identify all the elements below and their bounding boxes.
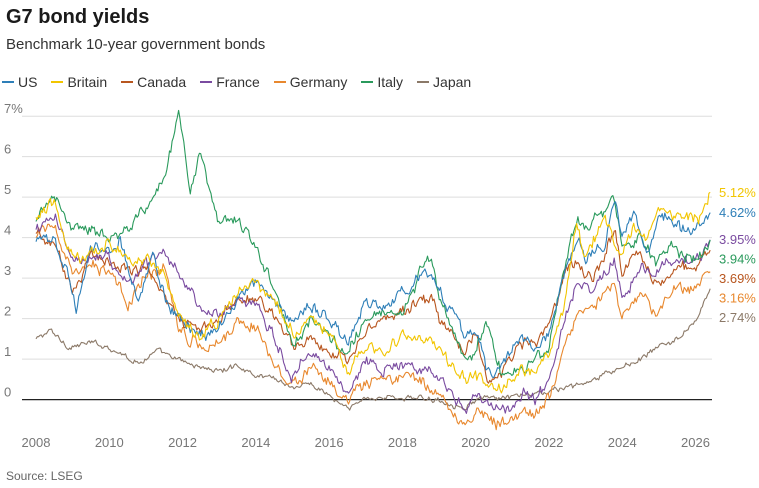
series-line-france bbox=[35, 213, 711, 414]
x-tick-label: 2024 bbox=[608, 435, 637, 450]
end-label-britain: 5.12% bbox=[719, 185, 756, 200]
legend-label: Canada bbox=[137, 74, 187, 90]
legend-item-japan: Japan bbox=[417, 74, 471, 90]
series-line-japan bbox=[35, 288, 711, 411]
chart-title: G7 bond yields bbox=[6, 6, 150, 28]
x-tick-label: 2020 bbox=[461, 435, 490, 450]
legend-swatch bbox=[121, 81, 134, 83]
legend-item-germany: Germany bbox=[273, 74, 348, 90]
end-label-italy: 3.94% bbox=[719, 252, 756, 267]
y-tick-label: 7% bbox=[4, 101, 23, 116]
y-tick-label: 5 bbox=[4, 182, 11, 197]
y-tick-label: 3 bbox=[4, 263, 11, 278]
y-tick-label: 4 bbox=[4, 223, 11, 238]
gridlines bbox=[22, 115, 712, 401]
y-tick-label: 2 bbox=[4, 304, 11, 319]
series-line-us bbox=[35, 201, 711, 379]
y-tick-label: 0 bbox=[4, 385, 11, 400]
end-label-germany: 3.16% bbox=[719, 291, 756, 306]
legend-item-britain: Britain bbox=[51, 74, 107, 90]
end-label-canada: 3.69% bbox=[719, 271, 756, 286]
y-tick-label: 6 bbox=[4, 142, 11, 157]
legend-item-canada: Canada bbox=[121, 74, 186, 90]
end-label-us: 4.62% bbox=[719, 205, 756, 220]
legend-swatch bbox=[417, 81, 430, 83]
legend-swatch bbox=[2, 81, 14, 83]
series-lines bbox=[35, 109, 711, 431]
legend-swatch bbox=[200, 81, 213, 83]
end-label-japan: 2.74% bbox=[719, 310, 756, 325]
x-tick-label: 2022 bbox=[534, 435, 563, 450]
x-tick-label: 2018 bbox=[388, 435, 417, 450]
end-label-france: 3.95% bbox=[719, 232, 756, 247]
x-tick-label: 2008 bbox=[22, 435, 51, 450]
legend-label: Italy bbox=[377, 74, 404, 90]
legend-label: Germany bbox=[289, 74, 348, 90]
legend-item-italy: Italy bbox=[361, 74, 403, 90]
y-tick-label: 1 bbox=[4, 344, 11, 359]
legend-label: France bbox=[216, 74, 260, 90]
chart-legend: US Britain Canada France Germany Italy Japan bbox=[2, 72, 485, 92]
legend-label: Britain bbox=[67, 74, 108, 90]
x-tick-label: 2026 bbox=[681, 435, 710, 450]
legend-item-france: France bbox=[200, 74, 260, 90]
x-tick-label: 2010 bbox=[95, 435, 124, 450]
legend-label: US bbox=[18, 74, 38, 90]
legend-label: Japan bbox=[433, 74, 472, 90]
legend-swatch bbox=[361, 81, 374, 83]
legend-item-us: US bbox=[2, 74, 37, 90]
x-tick-label: 2014 bbox=[241, 435, 270, 450]
x-tick-label: 2012 bbox=[168, 435, 197, 450]
series-line-italy bbox=[35, 109, 711, 376]
source-note: Source: LSEG bbox=[6, 469, 83, 483]
series-line-britain bbox=[35, 191, 711, 394]
legend-swatch bbox=[273, 81, 286, 83]
x-tick-label: 2016 bbox=[315, 435, 344, 450]
chart-subtitle: Benchmark 10-year government bonds bbox=[6, 36, 266, 53]
legend-swatch bbox=[51, 81, 64, 83]
